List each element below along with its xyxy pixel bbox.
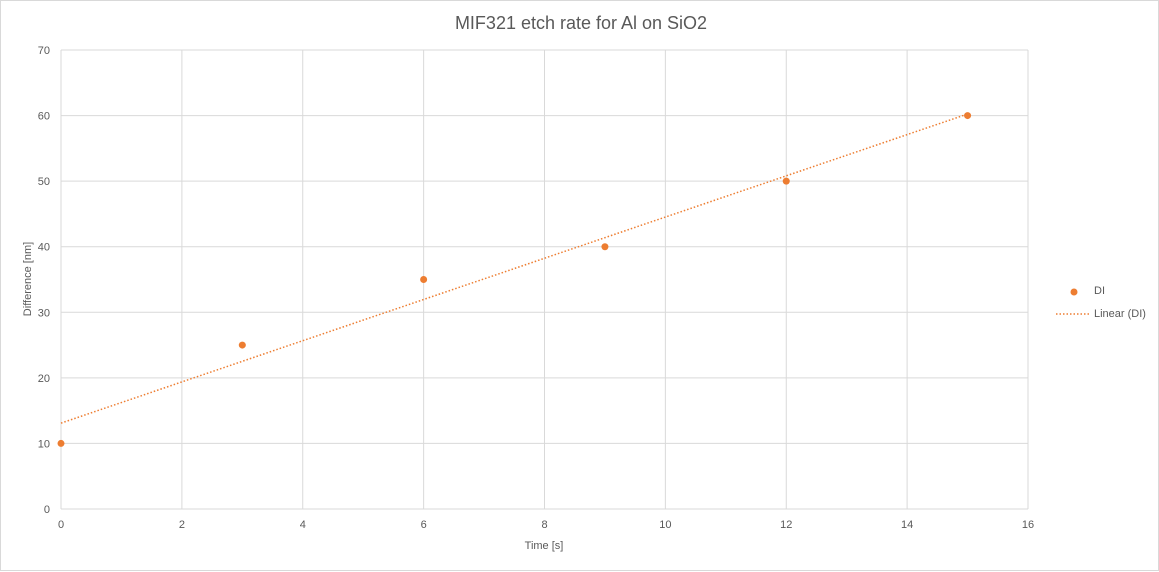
y-tick-label: 0 <box>44 504 50 516</box>
y-tick-label: 30 <box>38 307 50 319</box>
y-tick-label: 10 <box>38 438 50 450</box>
x-tick-label: 8 <box>541 519 547 531</box>
data-point <box>964 112 972 120</box>
data-points <box>57 112 972 447</box>
legend-label-linear: Linear (DI) <box>1094 308 1146 320</box>
x-tick-label: 2 <box>179 519 185 531</box>
x-tick-label: 6 <box>421 519 427 531</box>
gridlines <box>60 49 1029 510</box>
data-point <box>601 243 609 251</box>
y-tick-label: 50 <box>38 176 50 188</box>
x-axis-title: Time [s] <box>525 540 564 552</box>
y-tick-label: 20 <box>38 373 50 385</box>
legend-marker-di <box>1070 288 1078 296</box>
x-tick-label: 14 <box>901 519 913 531</box>
trendline-group <box>60 113 968 424</box>
data-point <box>420 276 428 283</box>
legend: DI Linear (DI) <box>1056 285 1146 320</box>
x-tick-label: 10 <box>659 519 671 531</box>
x-tick-label: 4 <box>300 519 306 531</box>
data-point <box>238 341 246 349</box>
data-point <box>57 439 65 447</box>
y-tick-label: 60 <box>38 111 50 123</box>
chart-title: MIF321 etch rate for Al on SiO2 <box>455 13 707 33</box>
legend-label-di: DI <box>1094 285 1105 297</box>
y-tick-label: 70 <box>38 45 50 57</box>
data-point <box>782 177 790 185</box>
x-tick-label: 0 <box>58 519 64 531</box>
y-tick-label: 40 <box>38 242 50 254</box>
y-axis-title: Difference [nm] <box>22 242 34 316</box>
x-tick-label: 12 <box>780 519 792 531</box>
trendline <box>60 113 968 424</box>
tick-labels: 0 2 4 6 8 10 12 14 16 0 10 20 30 40 50 60 70 <box>38 45 1034 531</box>
x-tick-label: 16 <box>1022 519 1034 531</box>
